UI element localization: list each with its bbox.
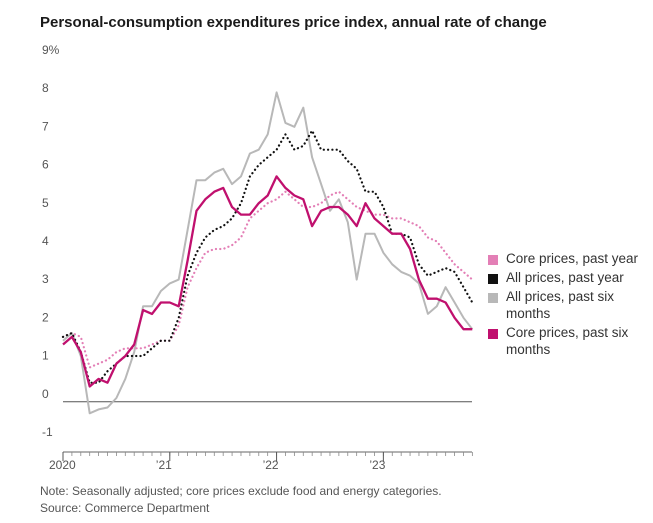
y-tick-label: 6: [42, 158, 49, 172]
y-tick-label: 3: [42, 272, 49, 286]
footnote: Note: Seasonally adjusted; core prices e…: [40, 484, 442, 498]
y-tick-label: 9%: [42, 43, 60, 57]
y-tick-label: 4: [42, 234, 49, 248]
x-tick-label: ’23: [369, 458, 385, 472]
y-tick-label: -1: [42, 425, 53, 439]
legend-item: All prices, past six months: [488, 288, 653, 322]
chart-legend: Core prices, past year All prices, past y…: [488, 250, 653, 360]
y-tick-label: 1: [42, 349, 49, 363]
legend-item: Core prices, past six months: [488, 324, 653, 358]
legend-label: All prices, past six months: [506, 289, 615, 321]
legend-item: Core prices, past year: [488, 250, 653, 267]
source-line: Source: Commerce Department: [40, 501, 210, 515]
legend-swatch: [488, 329, 498, 339]
x-tick-label: ’21: [156, 458, 172, 472]
y-tick-label: 7: [42, 119, 49, 133]
series-line: [62, 175, 473, 388]
legend-label: Core prices, past year: [506, 251, 639, 266]
legend-label: Core prices, past six months: [506, 325, 629, 357]
legend-swatch: [488, 255, 498, 265]
series-line: [61, 190, 474, 369]
chart-title: Personal-consumption expenditures price …: [40, 14, 547, 31]
legend-swatch: [488, 274, 498, 284]
legend-label: All prices, past year: [506, 270, 624, 285]
legend-swatch: [488, 293, 498, 303]
y-tick-label: 5: [42, 196, 49, 210]
chart-footnotes: Note: Seasonally adjusted; core prices e…: [40, 483, 442, 517]
x-tick-label: 2020: [49, 458, 76, 472]
x-tick-label: ’22: [263, 458, 279, 472]
series-line: [62, 91, 474, 415]
legend-item: All prices, past year: [488, 269, 653, 286]
y-tick-label: 0: [42, 387, 49, 401]
series-line: [61, 129, 474, 384]
y-tick-label: 2: [42, 310, 49, 324]
y-tick-label: 8: [42, 81, 49, 95]
